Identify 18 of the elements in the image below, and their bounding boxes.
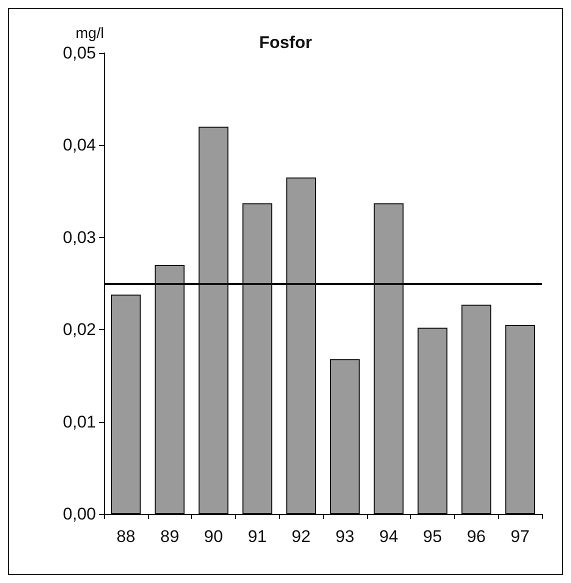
x-tick-label: 90	[204, 527, 223, 546]
x-tick-label: 88	[116, 527, 136, 546]
x-tick-label: 94	[379, 527, 398, 546]
y-tick-label: 0,04	[62, 136, 96, 155]
x-tick-label: 93	[335, 527, 354, 546]
x-tick-label: 89	[160, 527, 180, 546]
y-axis-title: mg/l	[76, 25, 104, 42]
y-tick-label: 0,01	[62, 412, 96, 432]
x-tick-label: 92	[292, 527, 311, 546]
x-tick-label: 97	[510, 527, 530, 546]
y-tick-label: 0,00	[62, 504, 96, 524]
x-tick-label: 96	[466, 527, 486, 546]
x-tick-label: 91	[248, 527, 267, 546]
y-tick-label: 0,05	[62, 44, 96, 62]
x-tick-label: 95	[423, 527, 442, 546]
y-tick-label: 0,02	[62, 320, 96, 340]
y-tick-label: 0,03	[62, 228, 96, 247]
chart-title: Fosfor	[259, 33, 312, 52]
